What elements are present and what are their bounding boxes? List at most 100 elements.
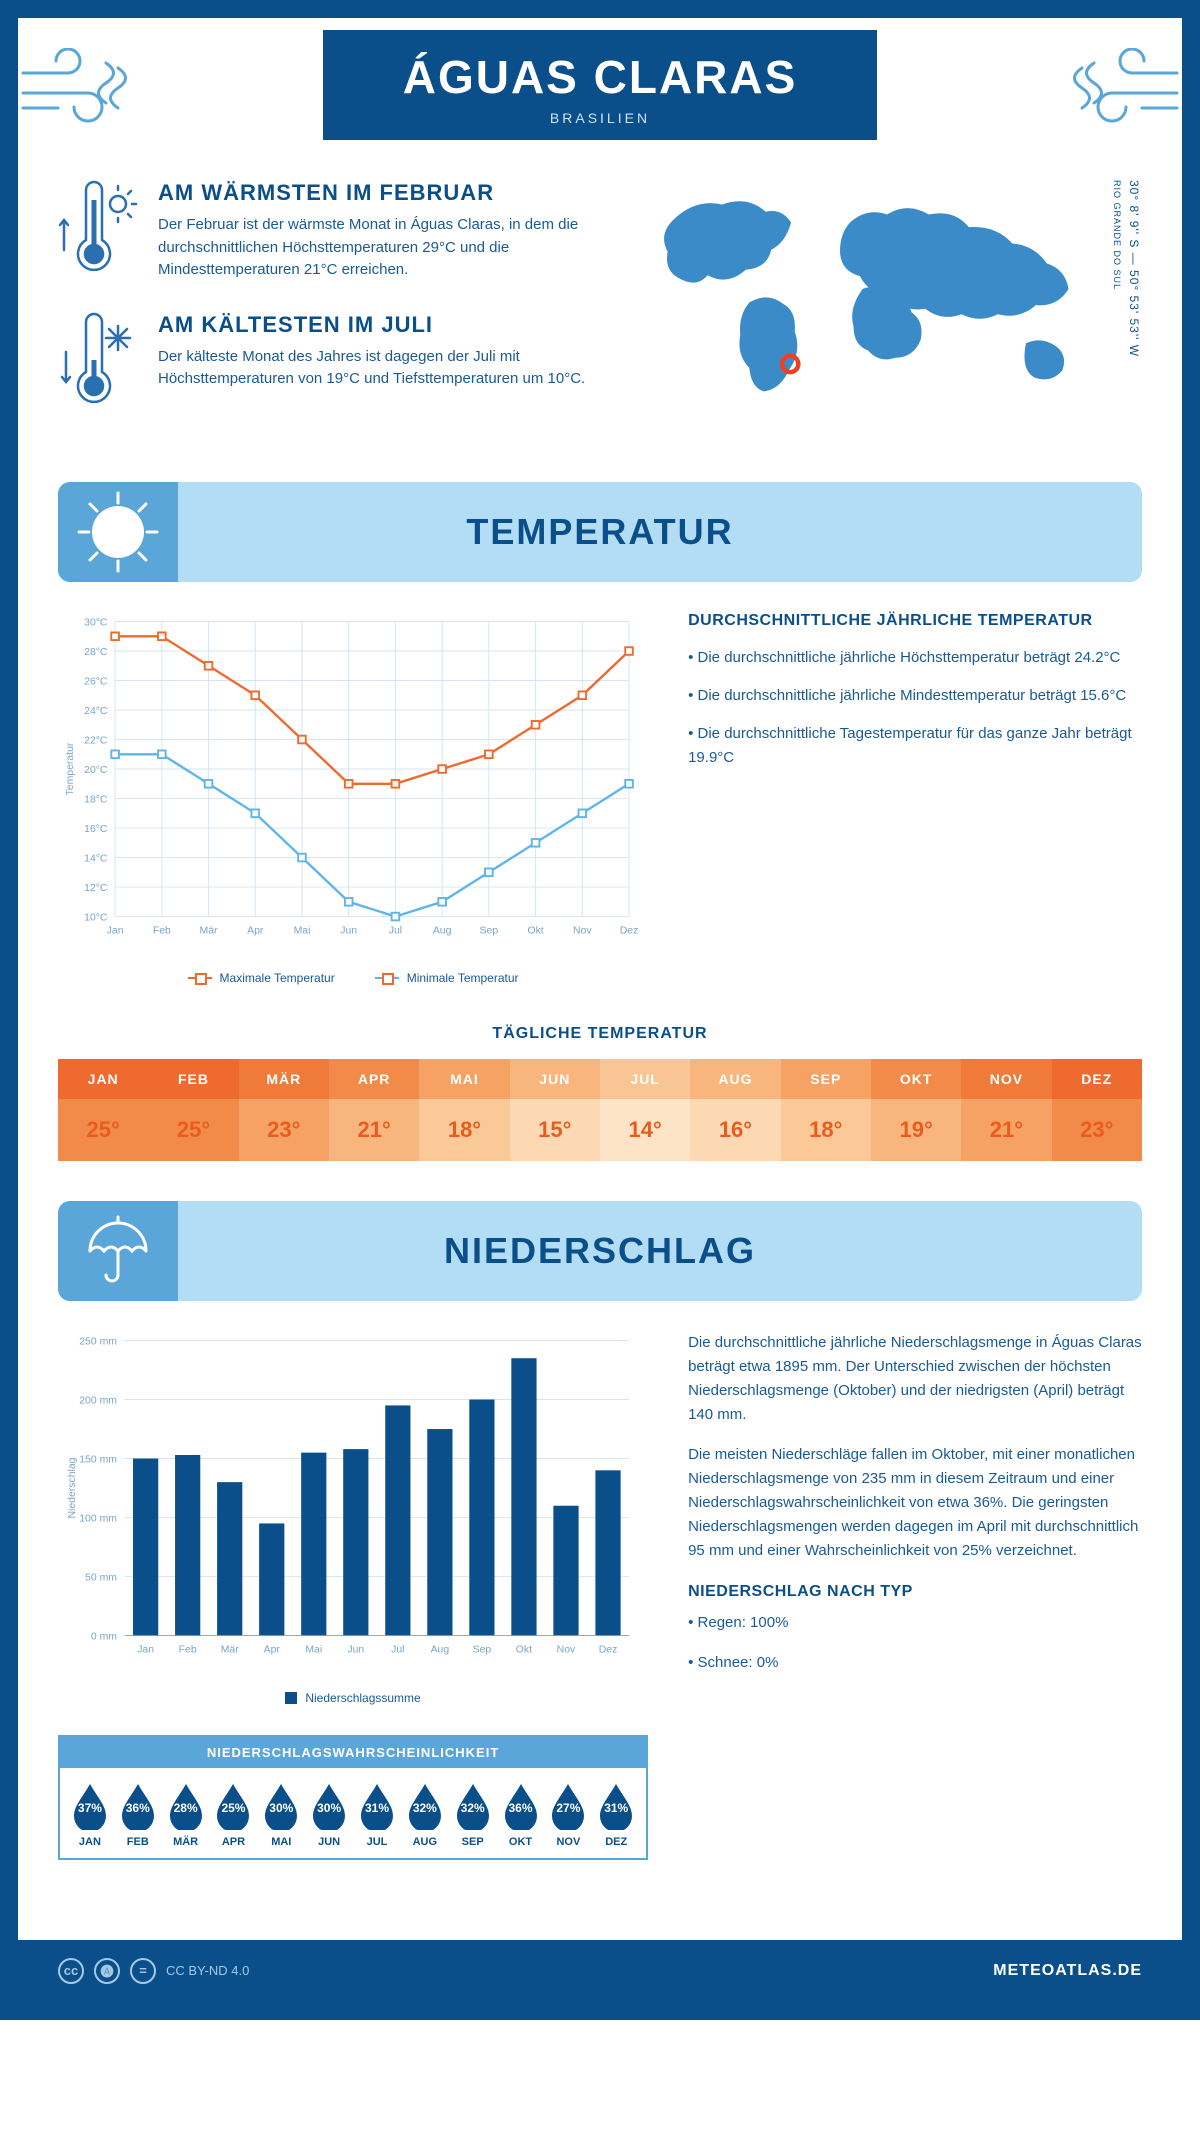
- daily-col: MÄR 23°: [239, 1059, 329, 1161]
- svg-text:250 mm: 250 mm: [79, 1336, 117, 1347]
- svg-text:Jul: Jul: [389, 925, 402, 936]
- section-title-precipitation: NIEDERSCHLAG: [178, 1230, 1142, 1272]
- daily-col: DEZ 23°: [1052, 1059, 1142, 1161]
- sun-icon: [58, 482, 178, 582]
- precip-t1: • Regen: 100%: [688, 1611, 1142, 1635]
- svg-text:20°C: 20°C: [84, 764, 108, 775]
- temperature-info: DURCHSCHNITTLICHE JÄHRLICHE TEMPERATUR •…: [688, 612, 1142, 986]
- drop-icon: 27%: [548, 1782, 588, 1830]
- section-head-temperature: TEMPERATUR: [58, 482, 1142, 582]
- prob-col: 25% APR: [210, 1782, 258, 1848]
- temp-info-b1: • Die durchschnittliche jährliche Höchst…: [688, 646, 1142, 670]
- svg-text:Okt: Okt: [516, 1645, 532, 1656]
- svg-text:Nov: Nov: [573, 925, 592, 936]
- svg-text:Feb: Feb: [179, 1645, 197, 1656]
- fact-warm-title: AM WÄRMSTEN IM FEBRUAR: [158, 180, 605, 206]
- svg-text:Apr: Apr: [264, 1645, 281, 1656]
- fact-warm-text: Der Februar ist der wärmste Monat in Águ…: [158, 214, 605, 282]
- drop-icon: 31%: [596, 1782, 636, 1830]
- umbrella-icon: [58, 1201, 178, 1301]
- precip-p2: Die meisten Niederschläge fallen im Okto…: [688, 1443, 1142, 1563]
- footer-site: METEOATLAS.DE: [993, 1962, 1142, 1980]
- daily-col: APR 21°: [329, 1059, 419, 1161]
- footer-license: cc 🅐 = CC BY-ND 4.0: [58, 1958, 249, 1984]
- wind-right-icon: [1062, 48, 1182, 128]
- daily-col: JUL 14°: [600, 1059, 690, 1161]
- svg-text:100 mm: 100 mm: [79, 1513, 117, 1524]
- svg-text:Jan: Jan: [137, 1645, 154, 1656]
- svg-text:Dez: Dez: [620, 925, 639, 936]
- daily-col: OKT 19°: [871, 1059, 961, 1161]
- svg-text:Jan: Jan: [107, 925, 124, 936]
- footer: cc 🅐 = CC BY-ND 4.0 METEOATLAS.DE: [18, 1940, 1182, 2002]
- svg-text:Mär: Mär: [221, 1645, 240, 1656]
- svg-text:0 mm: 0 mm: [91, 1631, 117, 1642]
- svg-text:150 mm: 150 mm: [79, 1454, 117, 1465]
- daily-col: FEB 25°: [148, 1059, 238, 1161]
- svg-text:Jul: Jul: [391, 1645, 404, 1656]
- temp-info-heading: DURCHSCHNITTLICHE JÄHRLICHE TEMPERATUR: [688, 612, 1142, 630]
- temperature-legend: .leg-sw:nth-child(1)::after{border-color…: [58, 971, 648, 985]
- svg-text:28°C: 28°C: [84, 646, 108, 657]
- prob-col: 30% MAI: [257, 1782, 305, 1848]
- svg-text:Sep: Sep: [473, 1645, 492, 1656]
- title-banner: ÁGUAS CLARAS BRASILIEN: [323, 30, 878, 140]
- daily-temp-table: JAN 25°FEB 25°MÄR 23°APR 21°MAI 18°JUN 1…: [58, 1059, 1142, 1161]
- svg-text:10°C: 10°C: [84, 912, 108, 923]
- daily-temp-title: TÄGLICHE TEMPERATUR: [58, 1025, 1142, 1043]
- drop-icon: 28%: [166, 1782, 206, 1830]
- fact-cold-text: Der kälteste Monat des Jahres ist dagege…: [158, 346, 605, 391]
- svg-text:Okt: Okt: [527, 925, 543, 936]
- coordinates: 30° 8' 9'' S — 50° 53' 53'' W RIO GRANDE…: [1098, 180, 1142, 442]
- svg-text:Apr: Apr: [247, 925, 264, 936]
- prob-col: 28% MÄR: [162, 1782, 210, 1848]
- daily-col: JAN 25°: [58, 1059, 148, 1161]
- svg-text:Feb: Feb: [153, 925, 171, 936]
- daily-col: NOV 21°: [961, 1059, 1051, 1161]
- prob-col: 31% DEZ: [592, 1782, 640, 1848]
- legend-max: .leg-sw:nth-child(1)::after{border-color…: [188, 971, 335, 985]
- drop-icon: 30%: [309, 1782, 349, 1830]
- section-head-precipitation: NIEDERSCHLAG: [58, 1201, 1142, 1301]
- world-map: [645, 180, 1099, 430]
- temperature-chart: 10°C12°C14°C16°C18°C20°C22°C24°C26°C28°C…: [58, 612, 648, 986]
- wind-left-icon: [18, 48, 138, 128]
- svg-text:22°C: 22°C: [84, 735, 108, 746]
- prob-col: 32% SEP: [449, 1782, 497, 1848]
- svg-text:Aug: Aug: [433, 925, 452, 936]
- by-icon: 🅐: [94, 1958, 120, 1984]
- prob-col: 36% OKT: [497, 1782, 545, 1848]
- prob-title: NIEDERSCHLAGSWAHRSCHEINLICHKEIT: [60, 1737, 646, 1768]
- daily-col: JUN 15°: [510, 1059, 600, 1161]
- svg-text:24°C: 24°C: [84, 705, 108, 716]
- daily-col: MAI 18°: [419, 1059, 509, 1161]
- svg-text:Mai: Mai: [294, 925, 311, 936]
- drop-icon: 32%: [453, 1782, 493, 1830]
- svg-text:26°C: 26°C: [84, 676, 108, 687]
- svg-text:50 mm: 50 mm: [85, 1572, 117, 1583]
- map-wrap: 30° 8' 9'' S — 50° 53' 53'' W RIO GRANDE…: [645, 180, 1142, 442]
- svg-text:12°C: 12°C: [84, 882, 108, 893]
- precip-t2: • Schnee: 0%: [688, 1651, 1142, 1675]
- page-title: ÁGUAS CLARAS: [403, 50, 798, 104]
- drop-icon: 32%: [405, 1782, 445, 1830]
- precip-probability-box: NIEDERSCHLAGSWAHRSCHEINLICHKEIT 37% JAN …: [58, 1735, 648, 1860]
- prob-col: 36% FEB: [114, 1782, 162, 1848]
- page-subtitle: BRASILIEN: [403, 110, 798, 126]
- nd-icon: =: [130, 1958, 156, 1984]
- prob-col: 32% AUG: [401, 1782, 449, 1848]
- prob-col: 30% JUN: [305, 1782, 353, 1848]
- precipitation-chart: 0 mm 50 mm 100 mm 150 mm 200 mm 250 mm Jan Feb M…: [58, 1331, 648, 1705]
- fact-cold-title: AM KÄLTESTEN IM JULI: [158, 312, 605, 338]
- overview-row: AM WÄRMSTEN IM FEBRUAR Der Februar ist d…: [58, 180, 1142, 442]
- svg-text:16°C: 16°C: [84, 823, 108, 834]
- precip-p1: Die durchschnittliche jährliche Niedersc…: [688, 1331, 1142, 1427]
- daily-col: AUG 16°: [690, 1059, 780, 1161]
- svg-text:18°C: 18°C: [84, 794, 108, 805]
- daily-col: SEP 18°: [781, 1059, 871, 1161]
- precipitation-row: 0 mm 50 mm 100 mm 150 mm 200 mm 250 mm Jan Feb M…: [58, 1331, 1142, 1860]
- fact-warmest: AM WÄRMSTEN IM FEBRUAR Der Februar ist d…: [58, 180, 605, 282]
- prob-col: 31% JUL: [353, 1782, 401, 1848]
- header: ÁGUAS CLARAS BRASILIEN: [18, 18, 1182, 140]
- svg-text:200 mm: 200 mm: [79, 1395, 117, 1406]
